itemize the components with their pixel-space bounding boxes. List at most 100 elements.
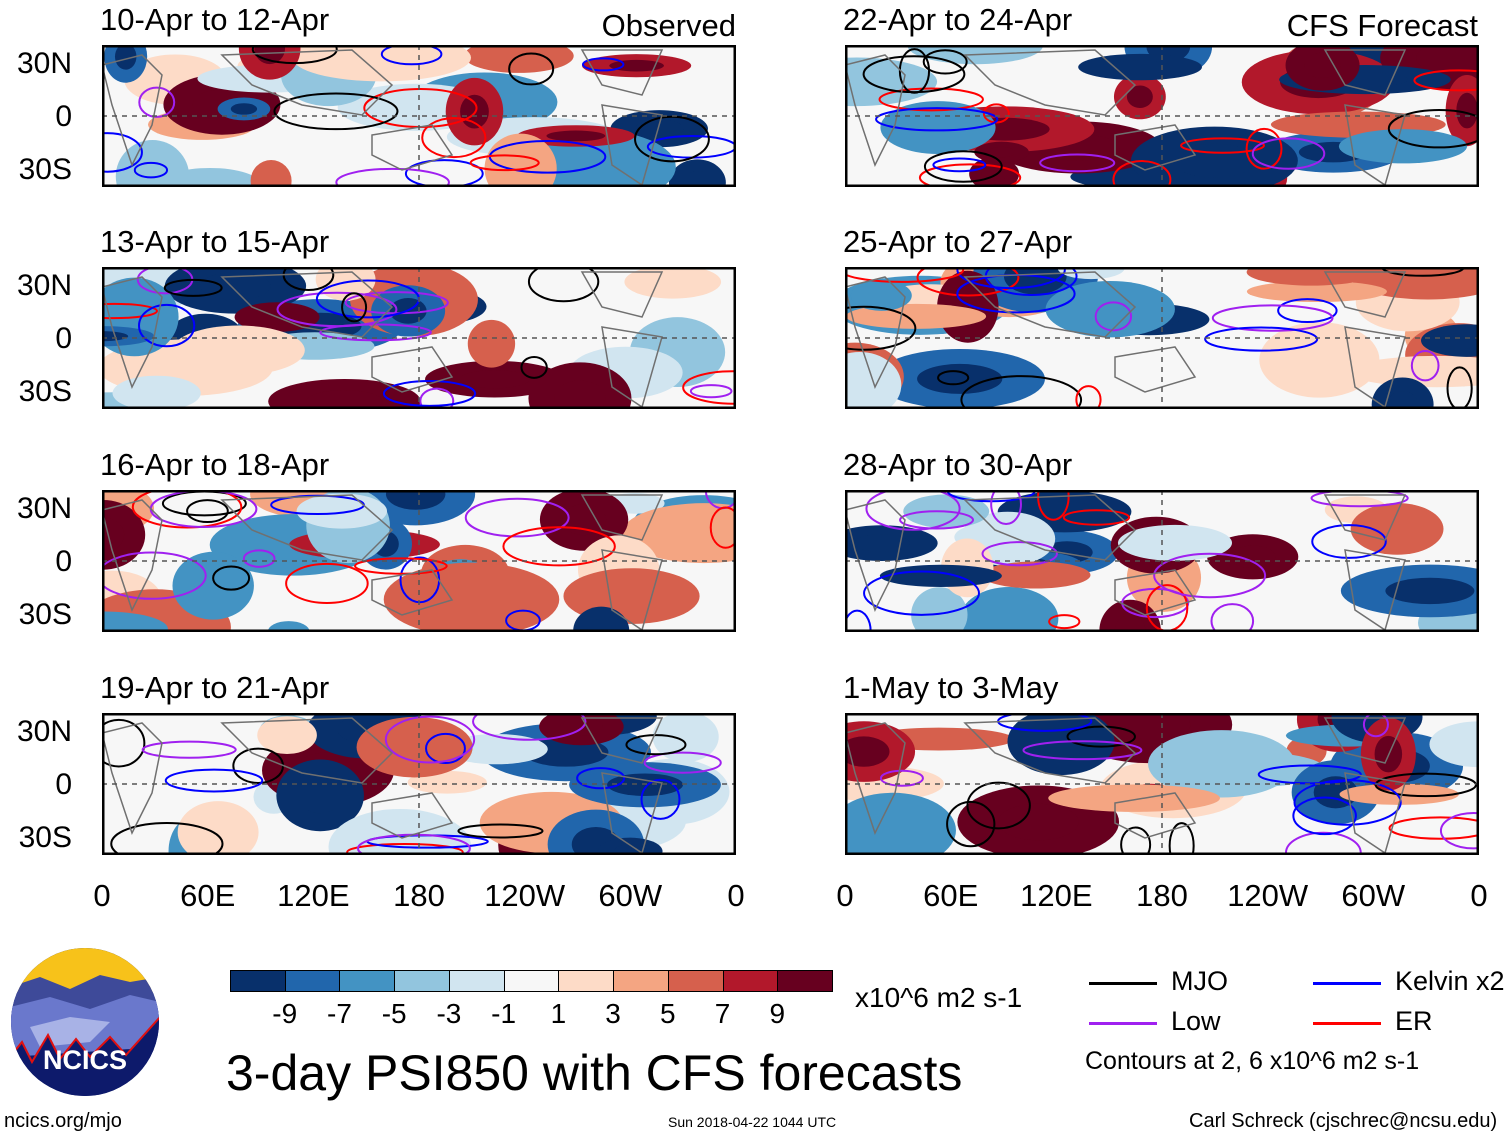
- coastline: [963, 271, 1137, 338]
- filter-contour: [879, 769, 924, 787]
- filter-contour: [709, 506, 736, 549]
- filter-contour: [1311, 524, 1387, 559]
- coastline: [1323, 271, 1407, 318]
- longitude-label: 120W: [484, 878, 566, 913]
- filter-contour: [382, 380, 477, 407]
- colorbar-label: 7: [714, 998, 731, 1029]
- latitude-label: 0: [55, 322, 72, 355]
- coastline: [102, 499, 163, 612]
- filter-contour: [875, 107, 999, 132]
- panel-title: 1-May to 3-May: [843, 670, 1059, 705]
- filter-contour: [102, 302, 158, 320]
- latitude-label: 30S: [18, 153, 72, 186]
- anomaly-shading: [250, 160, 292, 187]
- filter-contour: [1413, 69, 1479, 92]
- panel-frame: [845, 45, 1479, 187]
- filter-contour: [643, 751, 722, 774]
- anomaly-shading: [845, 792, 956, 855]
- anomaly-shading: [356, 716, 473, 778]
- panel-frame: [102, 267, 736, 409]
- anomaly-shading: [1246, 281, 1387, 303]
- panel-frame: [845, 713, 1479, 855]
- filter-contour: [1039, 153, 1116, 173]
- filter-contour: [918, 163, 1022, 187]
- anomaly-core: [1416, 45, 1479, 75]
- longitude-label: 60W: [598, 878, 663, 913]
- filter-contour: [1410, 349, 1440, 382]
- anomaly-core: [1229, 545, 1276, 569]
- anomaly-shading: [1148, 730, 1295, 798]
- filter-contour: [1388, 816, 1479, 840]
- filter-contour: [502, 526, 616, 567]
- colorbar-label: 9: [769, 998, 786, 1029]
- map-panel: [845, 267, 1479, 409]
- colorbar-swatch: [230, 970, 286, 992]
- contour-note: Contours at 2, 6 x10^6 m2 s-1: [1085, 1047, 1420, 1075]
- coastline: [220, 717, 394, 784]
- filter-contour: [1211, 304, 1334, 332]
- filter-contour: [163, 278, 223, 297]
- anomaly-shading: [845, 57, 938, 107]
- anomaly-core: [560, 717, 603, 736]
- filter-contour: [380, 45, 443, 66]
- coastline: [371, 792, 454, 839]
- latitude-label: 30S: [18, 821, 72, 854]
- colorbar-swatch: [777, 970, 833, 992]
- filter-contour: [212, 565, 251, 591]
- filter-contour: [138, 303, 196, 348]
- anomaly-shading: [102, 611, 168, 632]
- latitude-label: 30S: [18, 598, 72, 631]
- legend-line: [1089, 1022, 1157, 1025]
- anomaly-shading: [292, 45, 471, 82]
- filter-contour: [1387, 109, 1479, 149]
- anomaly-shading: [911, 587, 968, 632]
- panel-title: 25-Apr to 27-Apr: [843, 224, 1073, 259]
- anomaly-shading: [463, 45, 574, 73]
- anomaly-shading: [172, 551, 254, 620]
- longitude-label: 120E: [1020, 878, 1093, 913]
- longitude-label: 120W: [1227, 878, 1309, 913]
- panel-title: 28-Apr to 30-Apr: [843, 447, 1073, 482]
- filter-contour: [1374, 772, 1477, 798]
- anomaly-core: [845, 736, 890, 767]
- anomaly-shading: [1429, 721, 1479, 768]
- coastline: [845, 54, 906, 167]
- filter-contour: [922, 49, 968, 75]
- map-panel: [102, 713, 736, 855]
- colorbar-label: -3: [436, 998, 462, 1029]
- latitude-label: 30N: [16, 269, 72, 302]
- filter-contour: [472, 713, 587, 741]
- anomaly-core: [1443, 332, 1479, 349]
- panel-title: 10-Apr to 12-Apr: [100, 2, 330, 37]
- filter-contour: [527, 267, 600, 303]
- latitude-label: 30N: [16, 715, 72, 748]
- filter-contour: [1153, 552, 1267, 599]
- legend-line: [1313, 1022, 1381, 1025]
- filter-contour: [990, 490, 1022, 526]
- longitude-label: 180: [393, 878, 445, 913]
- colorbar-swatch: [448, 970, 505, 992]
- coastline: [220, 494, 394, 561]
- anomaly-core: [230, 103, 258, 115]
- observed-label: Observed: [601, 8, 736, 43]
- footer-author: Carl Schreck (cjschrec@ncsu.edu): [1189, 1110, 1498, 1132]
- filter-contour: [932, 157, 987, 173]
- filter-contour: [242, 549, 276, 568]
- filter-contour: [131, 490, 243, 529]
- anomaly-shading: [267, 621, 310, 632]
- anomaly-core: [554, 380, 606, 409]
- filter-contour: [1062, 509, 1131, 526]
- filter-contour: [689, 384, 733, 399]
- legend-line: [1313, 982, 1381, 985]
- filter-contour: [865, 490, 961, 531]
- anomaly-shading: [112, 375, 201, 409]
- anomaly-shading: [981, 561, 1091, 589]
- filter-contour: [946, 800, 996, 848]
- anomaly-shading: [1048, 784, 1220, 812]
- filter-contour: [1075, 385, 1102, 409]
- filter-contour: [966, 781, 1031, 830]
- coastline: [963, 717, 1137, 784]
- filter-contour: [508, 52, 555, 86]
- colorbar-swatch: [558, 970, 615, 992]
- anomaly-shading: [1350, 502, 1444, 555]
